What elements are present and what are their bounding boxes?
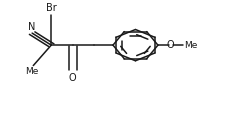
Text: Me: Me [25, 67, 39, 76]
Text: O: O [68, 73, 76, 83]
Text: N: N [28, 22, 36, 32]
Text: Br: Br [46, 3, 56, 13]
Text: O: O [166, 40, 173, 50]
Text: Me: Me [183, 41, 196, 50]
